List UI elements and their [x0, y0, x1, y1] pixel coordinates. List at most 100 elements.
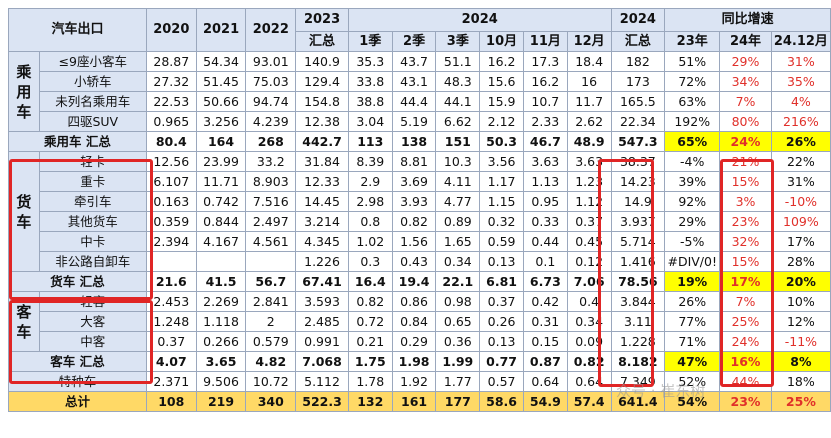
data-cell: 63%: [664, 91, 721, 112]
data-cell: 16: [566, 71, 612, 92]
data-cell: 0.43: [391, 251, 437, 272]
data-cell: 3.593: [295, 291, 349, 312]
row-label: 总计: [8, 391, 147, 412]
row-label: ≤9座小客车: [38, 51, 147, 72]
data-cell: 18%: [770, 371, 831, 392]
data-cell: 16.2: [522, 71, 568, 92]
data-cell: 3.11: [610, 311, 666, 332]
data-cell: 0.87: [522, 351, 568, 372]
data-cell: 14.23: [610, 171, 666, 192]
data-cell: 0.21: [347, 331, 393, 352]
data-cell: 11.71: [195, 171, 247, 192]
data-cell: 2.841: [245, 291, 297, 312]
data-cell: 8.39: [347, 151, 393, 172]
data-cell: 0.32: [479, 211, 524, 232]
data-cell: 151: [435, 131, 481, 152]
data-cell: 38.37: [610, 151, 666, 172]
data-cell: 3.63: [522, 151, 568, 172]
data-cell: 3%: [719, 191, 772, 212]
data-cell: 15.9: [479, 91, 524, 112]
row-label: 小轿车: [38, 71, 147, 92]
data-cell: 0.64: [522, 371, 568, 392]
data-cell: 57.4: [566, 391, 612, 412]
data-cell: 1.99: [435, 351, 481, 372]
data-cell: 0.09: [566, 331, 612, 352]
data-cell: 161: [391, 391, 437, 412]
data-cell: 28.87: [145, 51, 197, 72]
data-cell: 51%: [664, 51, 721, 72]
data-cell: 4.82: [245, 351, 297, 372]
data-cell: 33.2: [245, 151, 297, 172]
data-cell: 22.53: [145, 91, 197, 112]
data-cell: 16.4: [347, 271, 393, 292]
data-cell: 2.98: [347, 191, 393, 212]
data-cell: 340: [245, 391, 297, 412]
data-cell: 1.228: [610, 331, 666, 352]
row-label: 四驱SUV: [38, 111, 147, 132]
data-cell: 4.561: [245, 231, 297, 252]
header-growth: 同比增速: [664, 8, 831, 32]
data-cell: 0.844: [195, 211, 247, 232]
data-cell: 3.04: [347, 111, 393, 132]
data-cell: 6.62: [435, 111, 481, 132]
data-cell: 1.12: [566, 191, 612, 212]
data-cell: 0.37: [479, 291, 524, 312]
data-cell: 165.5: [610, 91, 666, 112]
header-growth-2412: 24.12月: [770, 31, 831, 52]
header-row-1: 汽车出口 2020 2021 2022 2023 2024 2024 同比增速: [8, 8, 831, 52]
data-cell: 31%: [770, 171, 831, 192]
data-cell: 24%: [719, 131, 772, 152]
data-cell: 44.1: [435, 91, 481, 112]
header-oct: 10月: [479, 31, 524, 52]
data-cell: 0.579: [245, 331, 297, 352]
data-cell: 2.269: [195, 291, 247, 312]
data-cell: 0.965: [145, 111, 197, 132]
data-cell: 0.4: [566, 291, 612, 312]
data-cell: 0.95: [522, 191, 568, 212]
header-2021: 2021: [195, 8, 247, 52]
data-cell: 7.06: [566, 271, 612, 292]
header-nov: 11月: [522, 31, 568, 52]
data-cell: 19.4: [391, 271, 437, 292]
data-cell: 35.3: [347, 51, 393, 72]
data-cell: 39%: [664, 171, 721, 192]
data-cell: 8%: [770, 351, 831, 372]
data-cell: 29%: [719, 51, 772, 72]
data-cell: 0.33: [522, 211, 568, 232]
data-cell: 0.65: [435, 311, 481, 332]
header-2024-total: 2024: [610, 8, 666, 32]
data-cell: 24%: [719, 331, 772, 352]
data-cell: 1.248: [145, 311, 197, 332]
data-cell: 1.23: [566, 171, 612, 192]
data-cell: 1.92: [391, 371, 437, 392]
data-cell: 129.4: [295, 71, 349, 92]
data-cell: 0.84: [391, 311, 437, 332]
data-cell: 25%: [719, 311, 772, 332]
data-cell: 12.33: [295, 171, 349, 192]
data-cell: 0.12: [566, 251, 612, 272]
header-dec: 12月: [566, 31, 612, 52]
data-cell: 6.73: [522, 271, 568, 292]
header-2023: 2023: [295, 8, 349, 32]
data-cell: 1.78: [347, 371, 393, 392]
table-row: 其他货车 0.359 0.844 2.497 3.214 0.8 0.82 0.89 0.32 0…: [9, 211, 831, 232]
data-cell: 20%: [770, 271, 831, 292]
data-cell: 34%: [719, 71, 772, 92]
table-row: 非公路自卸车 1.226 0.3 0.43 0.34 0.13 0.1 0.12 1.416 #D…: [9, 251, 831, 272]
data-cell: 3.65: [195, 351, 247, 372]
data-cell: 7%: [719, 91, 772, 112]
table-row: 总计 108 219 340 522.3 132 161 177 58.6 54.9 57.4 641…: [8, 391, 831, 412]
header-growth-24: 24年: [719, 31, 772, 52]
data-cell: 0.31: [522, 311, 568, 332]
data-cell: 7%: [719, 291, 772, 312]
data-cell: 442.7: [295, 131, 349, 152]
data-cell: 2.33: [522, 111, 568, 132]
data-cell: 32%: [719, 231, 772, 252]
data-cell: 0.34: [435, 251, 481, 272]
data-cell: 6.81: [479, 271, 524, 292]
data-cell: 12.56: [145, 151, 197, 172]
data-cell: 72%: [664, 71, 721, 92]
data-cell: 0.37: [566, 211, 612, 232]
row-label: 乘用车 汇总: [8, 131, 147, 152]
data-cell: 67.41: [295, 271, 349, 292]
